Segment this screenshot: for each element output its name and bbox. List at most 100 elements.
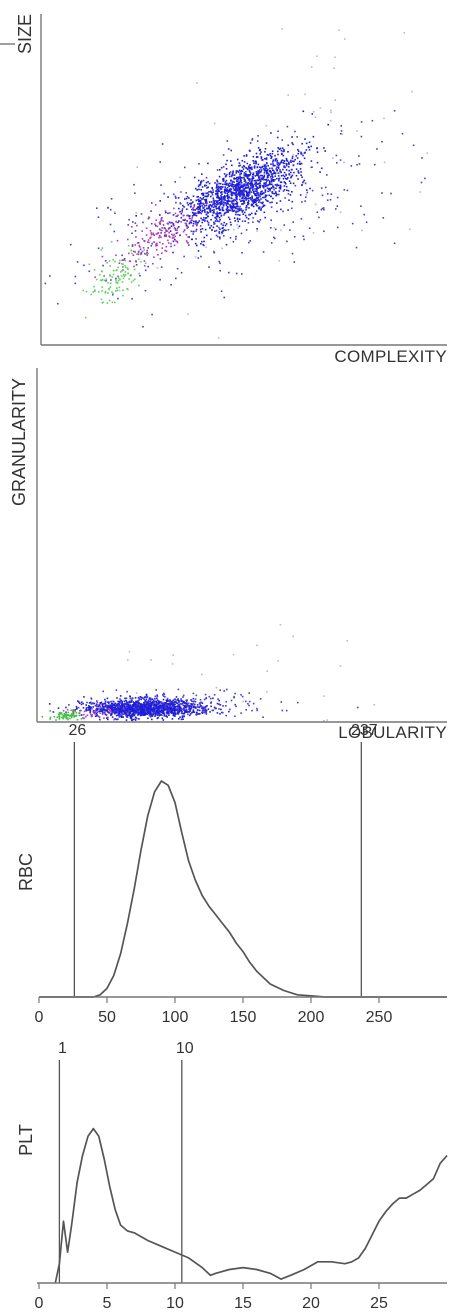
scatter-point [244, 214, 247, 217]
scatter-point [131, 705, 134, 708]
scatter-point [62, 709, 65, 712]
scatter-point [168, 221, 171, 223]
scatter-point [210, 218, 212, 221]
scatter-point [210, 195, 212, 198]
scatter-point [241, 197, 243, 200]
scatter-point [278, 193, 280, 196]
scatter-point [194, 214, 196, 216]
scatter-point [288, 180, 291, 182]
scatter-point [261, 193, 263, 195]
scatter-point [180, 712, 183, 714]
scatter-point [114, 712, 116, 715]
scatter-point [213, 209, 215, 211]
scatter-point [260, 156, 263, 158]
scatter-point [223, 221, 225, 224]
scatter-point [225, 714, 227, 717]
scatter-point [207, 181, 209, 183]
scatter-point [200, 217, 202, 220]
scatter-point [136, 707, 138, 709]
scatter-point [217, 215, 219, 217]
scatter-point [134, 278, 136, 281]
y-axis-label: PLT [16, 1124, 36, 1156]
scatter-point [80, 701, 83, 703]
scatter-point [49, 716, 52, 719]
scatter-point [99, 710, 102, 712]
scatter-point [190, 222, 193, 224]
scatter-point [116, 705, 118, 708]
scatter-point [232, 172, 234, 174]
scatter-point [144, 289, 147, 292]
scatter-point [224, 183, 226, 185]
scatter-point [172, 214, 175, 216]
scatter-point [236, 187, 239, 189]
scatter-point [304, 182, 307, 185]
scatter-point [83, 696, 85, 698]
scatter-point [166, 707, 168, 709]
scatter-point [102, 705, 105, 708]
scatter-point [120, 708, 122, 710]
scatter-point [194, 242, 197, 245]
scatter-point [134, 712, 137, 715]
scatter-point [109, 208, 112, 211]
scatter-point [150, 710, 153, 712]
scatter-point [184, 166, 186, 169]
scatter-point [308, 149, 311, 151]
scatter-point [122, 259, 125, 261]
scatter-point [162, 695, 165, 697]
scatter-point [185, 699, 187, 702]
scatter-point [82, 289, 84, 292]
scatter-point [92, 711, 95, 713]
scatter-point [122, 716, 125, 718]
scatter-point [119, 702, 121, 704]
scatter-point [128, 650, 131, 653]
scatter-point [142, 707, 144, 709]
scatter-point [150, 659, 152, 661]
scatter-point [233, 695, 235, 698]
scatter-point [248, 174, 250, 176]
scatter-point [120, 705, 123, 707]
scatter-point [220, 708, 222, 711]
scatter-point [130, 249, 132, 252]
scatter-point [116, 282, 119, 285]
scatter-point [255, 203, 258, 205]
scatter-point [234, 703, 236, 706]
scatter-point [156, 232, 159, 235]
scatter-point [198, 199, 201, 202]
scatter-point [136, 242, 139, 244]
scatter-point [160, 708, 163, 710]
scatter-point [70, 716, 73, 719]
scatter-point [212, 197, 215, 199]
scatter-point [249, 180, 251, 182]
scatter-point [204, 710, 207, 713]
scatter-point [99, 718, 101, 721]
scatter-point [210, 702, 212, 704]
scatter-point [159, 278, 161, 281]
scatter-point [253, 165, 256, 167]
scatter-point [101, 712, 104, 714]
scatter-point [242, 203, 244, 205]
scatter-point [208, 206, 210, 209]
scatter-point [213, 221, 215, 224]
threshold-label-upper: 237 [351, 722, 378, 739]
scatter-point [170, 701, 172, 703]
scatter-point [271, 180, 273, 182]
scatter-point [111, 276, 113, 278]
scatter-point [265, 182, 267, 184]
scatter-point [147, 217, 150, 220]
scatter-point [166, 716, 168, 718]
scatter-point [275, 228, 277, 231]
scatter-point [121, 709, 123, 712]
scatter-point [230, 699, 233, 702]
scatter-point [167, 242, 170, 244]
scatter-point [132, 705, 135, 707]
scatter-point [186, 227, 188, 229]
scatter-point [152, 709, 154, 711]
scatter-point [201, 186, 204, 188]
scatter-point [159, 701, 162, 703]
scatter-point [139, 711, 142, 713]
scatter-point [291, 157, 294, 160]
scatter-point [249, 240, 251, 242]
scatter-point [201, 202, 204, 205]
scatter-point [291, 191, 293, 193]
scatter-point [246, 197, 249, 200]
